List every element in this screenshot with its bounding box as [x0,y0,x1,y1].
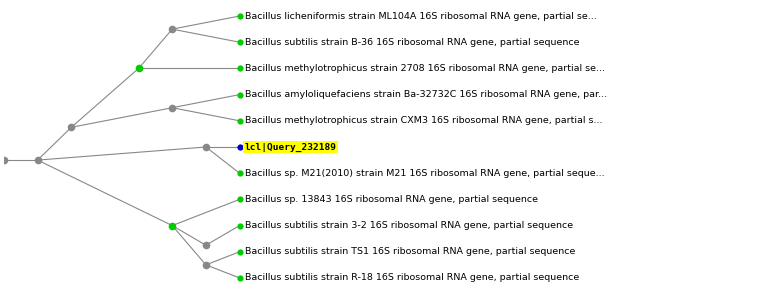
Text: Bacillus subtilis strain 3-2 16S ribosomal RNA gene, partial sequence: Bacillus subtilis strain 3-2 16S ribosom… [245,221,573,230]
Text: Bacillus methylotrophicus strain 2708 16S ribosomal RNA gene, partial se...: Bacillus methylotrophicus strain 2708 16… [245,64,604,73]
Text: Bacillus methylotrophicus strain CXM3 16S ribosomal RNA gene, partial s...: Bacillus methylotrophicus strain CXM3 16… [245,116,602,125]
Text: lcl|Query_232189: lcl|Query_232189 [245,143,336,151]
Text: Bacillus amyloliquefaciens strain Ba-32732C 16S ribosomal RNA gene, par...: Bacillus amyloliquefaciens strain Ba-327… [245,90,607,99]
Text: Bacillus sp. M21(2010) strain M21 16S ribosomal RNA gene, partial seque...: Bacillus sp. M21(2010) strain M21 16S ri… [245,169,604,178]
Text: Bacillus sp. 13843 16S ribosomal RNA gene, partial sequence: Bacillus sp. 13843 16S ribosomal RNA gen… [245,195,538,204]
Text: Bacillus subtilis strain B-36 16S ribosomal RNA gene, partial sequence: Bacillus subtilis strain B-36 16S riboso… [245,38,579,47]
Text: Bacillus licheniformis strain ML104A 16S ribosomal RNA gene, partial se...: Bacillus licheniformis strain ML104A 16S… [245,11,597,21]
Text: Bacillus subtilis strain R-18 16S ribosomal RNA gene, partial sequence: Bacillus subtilis strain R-18 16S riboso… [245,273,579,283]
Text: Bacillus subtilis strain TS1 16S ribosomal RNA gene, partial sequence: Bacillus subtilis strain TS1 16S ribosom… [245,247,575,256]
